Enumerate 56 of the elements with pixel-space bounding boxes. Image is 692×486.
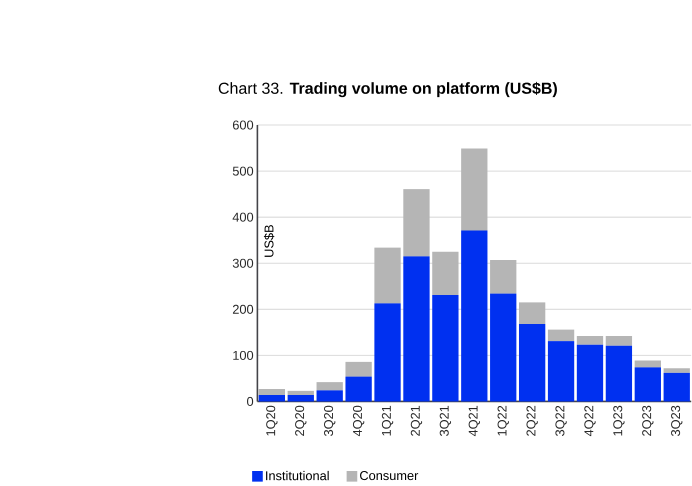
bar: [461, 148, 488, 231]
x-tick-label: 3Q23: [671, 406, 682, 436]
bar: [664, 372, 690, 402]
x-tick-label: 2Q21: [410, 406, 422, 436]
bar: [548, 341, 574, 402]
x-tick-label: 1Q20: [266, 406, 278, 436]
x-tick-label: 2Q23: [642, 406, 654, 436]
x-tick-label: 3Q22: [555, 406, 567, 436]
bar: [403, 189, 430, 256]
bar: [490, 260, 516, 294]
bar: [490, 294, 516, 402]
x-tick-label: 1Q21: [382, 406, 394, 436]
x-tick-label: 2Q20: [295, 406, 306, 436]
x-tick-label: 4Q20: [352, 406, 364, 436]
bar: [432, 252, 459, 296]
chart-title: Chart 33. Trading volume on platform (US$B): [218, 82, 557, 98]
bar: [403, 256, 430, 402]
bar: [606, 336, 632, 346]
bar: [548, 330, 574, 342]
y-axis-title: US$B: [264, 225, 274, 257]
x-tick-label: 4Q21: [468, 406, 480, 436]
bar: [461, 230, 488, 402]
y-tick-label: 600: [232, 120, 254, 130]
bar: [606, 346, 632, 402]
bar: [576, 344, 604, 402]
y-tick-label: 400: [232, 212, 254, 222]
bar: [432, 295, 459, 402]
bar: [664, 368, 690, 373]
bar: [518, 324, 546, 402]
bar: [258, 395, 286, 402]
y-tick-label: 300: [232, 258, 254, 268]
bar: [316, 390, 343, 402]
bar: [374, 248, 401, 304]
y-tick-label: 100: [233, 350, 254, 360]
y-tick-label: 500: [232, 166, 254, 176]
x-tick-label: 1Q22: [498, 406, 509, 436]
bar: [634, 360, 661, 368]
bar: [518, 302, 546, 324]
legend-label: Institutional: [266, 470, 329, 480]
y-tick-label: 0: [247, 396, 254, 406]
x-tick-label: 3Q20: [324, 406, 336, 436]
bar: [345, 376, 372, 402]
bar: [316, 382, 343, 390]
x-tick-label: 2Q22: [526, 406, 538, 436]
x-tick-label: 1Q23: [613, 406, 625, 436]
bar: [258, 389, 286, 395]
bar: [374, 303, 401, 402]
y-tick-label: 200: [232, 304, 254, 314]
legend-label: Consumer: [360, 471, 418, 480]
bar: [288, 390, 314, 395]
bar: [576, 336, 604, 345]
bar: [345, 362, 372, 377]
bar: [288, 395, 314, 402]
x-tick-label: 4Q22: [584, 406, 596, 436]
x-tick-label: 3Q21: [440, 406, 452, 436]
bar: [634, 367, 661, 402]
